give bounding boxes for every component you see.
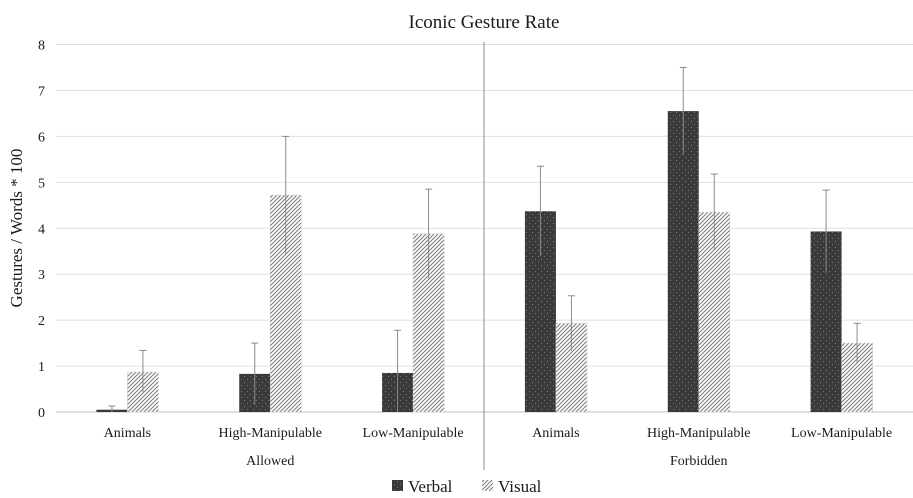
group-labels: Allowed Forbidden [246, 454, 727, 469]
x-tick-label: Animals [532, 426, 579, 441]
group-label: Allowed [246, 454, 294, 469]
bars [96, 111, 873, 413]
y-tick-labels: 0 1 2 3 4 5 6 7 8 [38, 39, 45, 422]
legend-swatch-visual [482, 480, 493, 491]
y-tick-label: 5 [38, 176, 45, 191]
y-tick-label: 1 [38, 360, 45, 375]
x-tick-label: High-Manipulable [219, 426, 322, 441]
bar-visual [412, 233, 445, 413]
y-tick-label: 2 [38, 314, 45, 329]
y-tick-label: 3 [38, 268, 45, 283]
legend-swatch-verbal [392, 480, 403, 491]
x-tick-label: High-Manipulable [647, 426, 750, 441]
y-tick-label: 7 [38, 84, 45, 99]
y-axis-label: Gestures / Words * 100 [7, 149, 26, 308]
chart-title: Iconic Gesture Rate [409, 12, 560, 33]
x-tick-labels: Animals High-Manipulable Low-Manipulable An… [104, 426, 892, 441]
x-tick-label: Low-Manipulable [791, 426, 892, 441]
bar-verbal [667, 111, 699, 412]
legend: Verbal Visual [392, 477, 542, 496]
legend-label-verbal: Verbal [408, 477, 453, 496]
x-tick-label: Low-Manipulable [363, 426, 464, 441]
x-tick-label: Animals [104, 426, 151, 441]
y-tick-label: 4 [38, 222, 45, 237]
error-bars [108, 66, 861, 412]
group-label: Forbidden [670, 454, 728, 469]
y-tick-label: 8 [38, 39, 45, 54]
y-tick-label: 0 [38, 406, 45, 421]
y-tick-label: 6 [38, 130, 45, 145]
legend-label-visual: Visual [498, 477, 542, 496]
